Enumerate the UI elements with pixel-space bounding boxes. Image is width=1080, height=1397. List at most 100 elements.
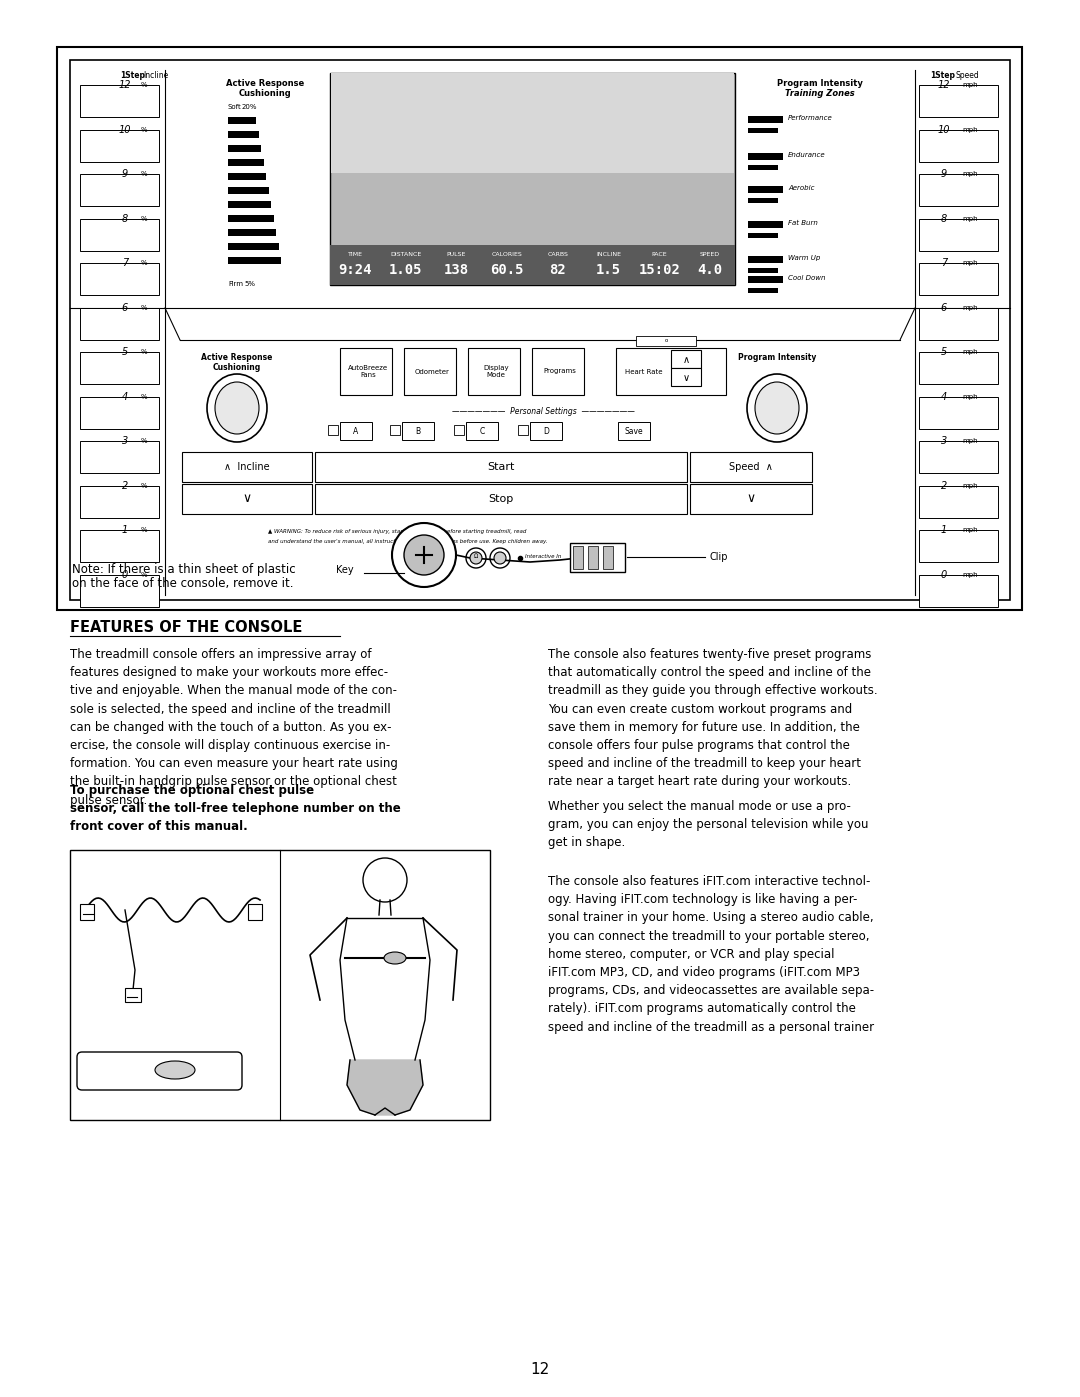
Text: 8: 8 — [122, 214, 129, 224]
Text: 6: 6 — [941, 303, 947, 313]
Bar — [748, 288, 778, 293]
Bar — [228, 159, 264, 166]
Bar — [70, 849, 490, 1120]
Bar — [748, 268, 778, 272]
Text: 6: 6 — [122, 303, 129, 313]
Bar — [530, 422, 562, 440]
Text: ∨: ∨ — [746, 493, 756, 506]
Bar — [183, 453, 312, 482]
Text: mph: mph — [962, 528, 977, 534]
Text: 4: 4 — [941, 391, 947, 402]
Bar — [465, 422, 498, 440]
Text: Clip: Clip — [710, 552, 729, 562]
Bar — [328, 425, 338, 434]
Bar — [80, 397, 159, 429]
Text: Interactive In: Interactive In — [525, 553, 562, 559]
Text: The console also features iFIT.com interactive technol-
ogy. Having iFIT.com tec: The console also features iFIT.com inter… — [548, 875, 874, 1034]
Text: 10: 10 — [119, 124, 132, 134]
Bar — [57, 47, 1022, 610]
Text: Program Intensity: Program Intensity — [778, 78, 863, 88]
Bar — [330, 73, 735, 285]
Text: 10: 10 — [937, 124, 950, 134]
Text: 15:02: 15:02 — [638, 263, 680, 277]
Text: 0: 0 — [122, 570, 129, 580]
Bar — [570, 543, 625, 571]
Text: %: % — [141, 82, 148, 88]
Text: Save: Save — [624, 426, 644, 436]
Text: Ω: Ω — [474, 553, 478, 559]
Text: mph: mph — [962, 260, 977, 267]
Bar — [919, 307, 998, 339]
Bar — [80, 904, 94, 921]
Text: 9:24: 9:24 — [338, 263, 372, 277]
Bar — [228, 201, 271, 208]
Bar — [618, 422, 650, 440]
Bar — [404, 348, 456, 395]
Text: Cushioning: Cushioning — [213, 363, 261, 373]
Ellipse shape — [156, 1060, 195, 1078]
Ellipse shape — [384, 951, 406, 964]
Text: 9: 9 — [122, 169, 129, 179]
Text: Aerobic: Aerobic — [788, 184, 814, 191]
Text: A: A — [353, 426, 359, 436]
Text: ▲ WARNING: To reduce risk of serious injury, stand on foot rails before starting: ▲ WARNING: To reduce risk of serious inj… — [268, 529, 526, 535]
Text: 8: 8 — [941, 214, 947, 224]
Bar — [183, 483, 312, 514]
Bar — [330, 73, 734, 173]
Text: Programs: Programs — [543, 369, 577, 374]
Text: 2: 2 — [941, 481, 947, 490]
Text: Key: Key — [336, 564, 354, 576]
Text: CARBS: CARBS — [548, 253, 568, 257]
Ellipse shape — [755, 381, 799, 434]
Text: Speed: Speed — [955, 70, 978, 80]
Text: CALORIES: CALORIES — [491, 253, 523, 257]
Text: Note: If there is a thin sheet of plastic: Note: If there is a thin sheet of plasti… — [72, 563, 296, 577]
Circle shape — [470, 552, 482, 564]
Text: 9: 9 — [941, 169, 947, 179]
Text: Cool Down: Cool Down — [788, 275, 825, 281]
Bar — [228, 117, 256, 124]
Text: 60.5: 60.5 — [490, 263, 524, 277]
Bar — [330, 244, 735, 285]
Text: 5: 5 — [941, 348, 947, 358]
Text: The treadmill console offers an impressive array of
features designed to make yo: The treadmill console offers an impressi… — [70, 648, 397, 806]
Text: PACE: PACE — [651, 253, 667, 257]
Text: ∧  Incline: ∧ Incline — [225, 462, 270, 472]
Text: %: % — [141, 483, 148, 489]
Text: Fat Burn: Fat Burn — [788, 219, 818, 226]
Text: TIME: TIME — [348, 253, 363, 257]
Text: 7: 7 — [941, 258, 947, 268]
Text: mph: mph — [962, 170, 977, 177]
Text: mph: mph — [962, 127, 977, 133]
Text: 5: 5 — [122, 348, 129, 358]
Text: %: % — [141, 260, 148, 267]
Bar — [80, 219, 159, 250]
Text: 5%: 5% — [244, 281, 255, 286]
Bar — [748, 198, 778, 203]
Text: mph: mph — [962, 305, 977, 310]
Text: mph: mph — [962, 215, 977, 222]
Text: Performance: Performance — [788, 115, 833, 122]
Bar — [80, 441, 159, 474]
Text: Start: Start — [487, 462, 515, 472]
Text: ∨: ∨ — [683, 373, 689, 383]
Text: 1.5: 1.5 — [596, 263, 621, 277]
Bar — [80, 531, 159, 563]
Ellipse shape — [207, 374, 267, 441]
Bar — [80, 576, 159, 608]
Text: 82: 82 — [550, 263, 566, 277]
Text: 1Step: 1Step — [930, 70, 955, 80]
Bar — [919, 397, 998, 429]
Bar — [228, 145, 261, 152]
Text: 12: 12 — [530, 1362, 550, 1377]
Bar — [228, 215, 273, 222]
Text: B: B — [416, 426, 420, 436]
Bar — [748, 165, 778, 170]
Bar — [748, 116, 783, 123]
Text: 12: 12 — [937, 80, 950, 89]
Bar — [468, 348, 519, 395]
Bar — [80, 307, 159, 339]
Bar — [690, 483, 812, 514]
Text: o: o — [664, 338, 667, 344]
Bar — [919, 531, 998, 563]
